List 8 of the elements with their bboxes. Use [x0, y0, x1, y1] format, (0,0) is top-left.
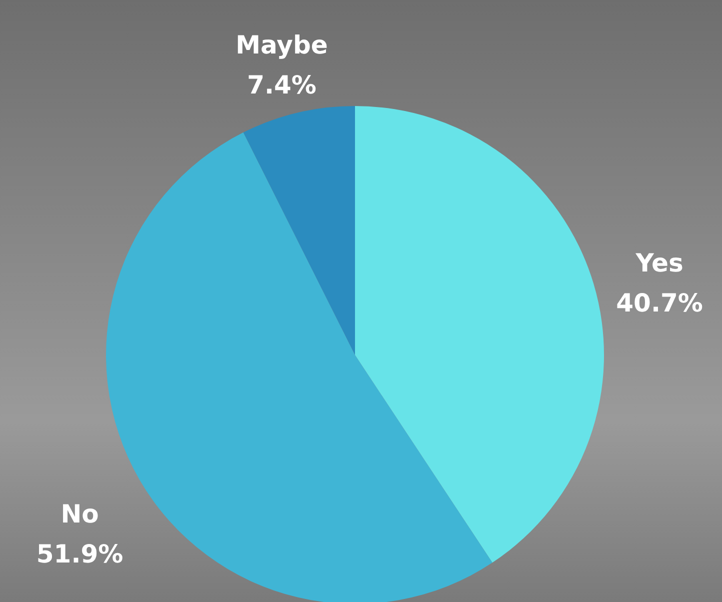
data-label: 51.9% — [36, 539, 124, 568]
slice-label: Yes — [634, 248, 684, 278]
slice-label: No — [60, 499, 99, 528]
pie-slice — [355, 106, 604, 563]
data-label: 7.4% — [247, 70, 316, 100]
slice-label: Maybe — [236, 30, 328, 60]
data-label: 40.7% — [616, 288, 703, 318]
pie-slice — [243, 106, 355, 355]
